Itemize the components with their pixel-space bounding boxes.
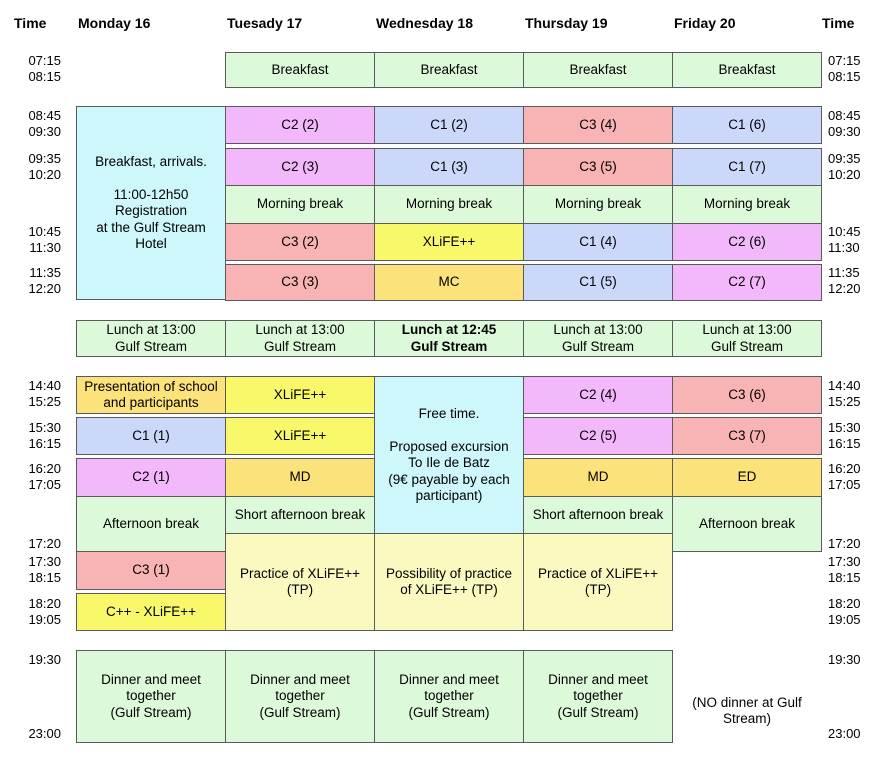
event-tue-session-4: C3 (3) [225,264,375,301]
event-wed-dinner: Dinner and meet together (Gulf Stream) [374,650,524,743]
time-label-right: 16:20 17:05 [828,461,861,492]
event-thu-breakfast: Breakfast [523,52,673,88]
event-thu-lunch: Lunch at 13:00 Gulf Stream [523,320,673,357]
time-label-left: 14:40 15:25 [28,378,61,409]
event-fri-breakfast: Breakfast [672,52,822,88]
event-thu-morning-break: Morning break [523,185,673,224]
event-mon-afternoon-2: C1 (1) [76,417,226,455]
time-label-left: 10:45 11:30 [28,224,61,255]
time-label-left: 15:30 16:15 [28,420,61,451]
time-label-right: 14:40 15:25 [828,378,861,409]
event-tue-afternoon-1: XLiFE++ [225,376,375,414]
event-wed-breakfast: Breakfast [374,52,524,88]
time-label-right: 17:20 [828,536,861,551]
event-mon-breakfast-arrivals: Breakfast, arrivals. 11:00-12h50 Registr… [76,106,226,300]
event-thu-session-1: C3 (4) [523,106,673,144]
event-wed-session-1: C1 (2) [374,106,524,144]
time-column-header-left: Time [14,15,47,31]
time-label-right: 18:20 19:05 [828,596,861,627]
event-fri-session-1: C1 (6) [672,106,822,144]
time-label-right: 07:15 08:15 [828,53,861,84]
time-label-left: 11:35 12:20 [28,265,61,296]
event-fri-session-3: C2 (6) [672,223,822,261]
event-mon-afternoon-4: C3 (1) [76,551,226,590]
day-header-tuesday: Tuesady 17 [227,15,303,31]
time-label-left: 17:30 18:15 [28,554,61,585]
event-fri-afternoon-2: C3 (7) [672,417,822,455]
event-thu-session-3: C1 (4) [523,223,673,261]
event-tue-afternoon-2: XLiFE++ [225,417,375,455]
event-fri-morning-break: Morning break [672,185,822,224]
event-tue-afternoon-3: MD [225,458,375,497]
time-column-header-right: Time [822,15,855,31]
event-mon-afternoon-3: C2 (1) [76,458,226,497]
event-mon-afternoon-5: C++ - XLiFE++ [76,593,226,631]
time-label-right: 15:30 16:15 [828,420,861,451]
event-wed-practice: Possibility of practice of XLiFE++ (TP) [374,533,524,631]
event-fri-no-dinner-note: (NO dinner at Gulf Stream) [692,694,802,727]
event-fri-afternoon-3: ED [672,458,822,497]
event-wed-session-3: XLiFE++ [374,223,524,261]
event-mon-lunch: Lunch at 13:00 Gulf Stream [76,320,226,357]
time-label-left: 18:20 19:05 [28,596,61,627]
event-fri-session-2: C1 (7) [672,148,822,186]
event-thu-afternoon-2: C2 (5) [523,417,673,455]
day-header-thursday: Thursday 19 [525,15,608,31]
event-tue-practice: Practice of XLiFE++ (TP) [225,533,375,631]
event-thu-afternoon-3: MD [523,458,673,497]
event-wed-free-time: Free time. Proposed excursion To Ile de … [374,376,524,534]
event-thu-afternoon-1: C2 (4) [523,376,673,414]
event-thu-short-break: Short afternoon break [523,496,673,534]
event-wed-session-2: C1 (3) [374,148,524,186]
event-fri-afternoon-1: C3 (6) [672,376,822,414]
event-mon-afternoon-break: Afternoon break [76,496,226,552]
time-label-right: 10:45 11:30 [828,224,861,255]
event-wed-morning-break: Morning break [374,185,524,224]
time-label-right: 19:30 [828,652,861,667]
event-mon-dinner: Dinner and meet together (Gulf Stream) [76,650,226,743]
event-thu-session-2: C3 (5) [523,148,673,186]
event-tue-session-2: C2 (3) [225,148,375,186]
event-fri-session-4: C2 (7) [672,264,822,301]
day-header-monday: Monday 16 [78,15,151,31]
event-mon-presentation: Presentation of school and participants [76,376,226,414]
time-label-left: 17:20 [28,536,61,551]
time-label-left: 16:20 17:05 [28,461,61,492]
time-label-right: 11:35 12:20 [828,265,861,296]
event-thu-session-4: C1 (5) [523,264,673,301]
time-label-left: 19:30 [28,652,61,667]
event-fri-afternoon-break: Afternoon break [672,496,822,552]
time-label-left: 07:15 08:15 [28,53,61,84]
day-header-friday: Friday 20 [674,15,736,31]
event-tue-lunch: Lunch at 13:00 Gulf Stream [225,320,375,357]
event-tue-breakfast: Breakfast [225,52,375,88]
event-tue-session-3: C3 (2) [225,223,375,261]
event-tue-session-1: C2 (2) [225,106,375,144]
event-thu-practice: Practice of XLiFE++ (TP) [523,533,673,631]
time-label-right: 23:00 [828,726,861,741]
event-fri-lunch: Lunch at 13:00 Gulf Stream [672,320,822,357]
event-wed-session-4: MC [374,264,524,301]
time-label-left: 08:45 09:30 [28,108,61,139]
event-tue-dinner: Dinner and meet together (Gulf Stream) [225,650,375,743]
time-label-left: 23:00 [28,726,61,741]
time-label-right: 17:30 18:15 [828,554,861,585]
event-tue-morning-break: Morning break [225,185,375,224]
time-label-right: 08:45 09:30 [828,108,861,139]
time-label-right: 09:35 10:20 [828,151,861,182]
day-header-wednesday: Wednesday 18 [376,15,474,31]
event-tue-short-break: Short afternoon break [225,496,375,534]
event-thu-dinner: Dinner and meet together (Gulf Stream) [523,650,673,743]
event-wed-lunch: Lunch at 12:45 Gulf Stream [374,320,524,357]
time-label-left: 09:35 10:20 [28,151,61,182]
